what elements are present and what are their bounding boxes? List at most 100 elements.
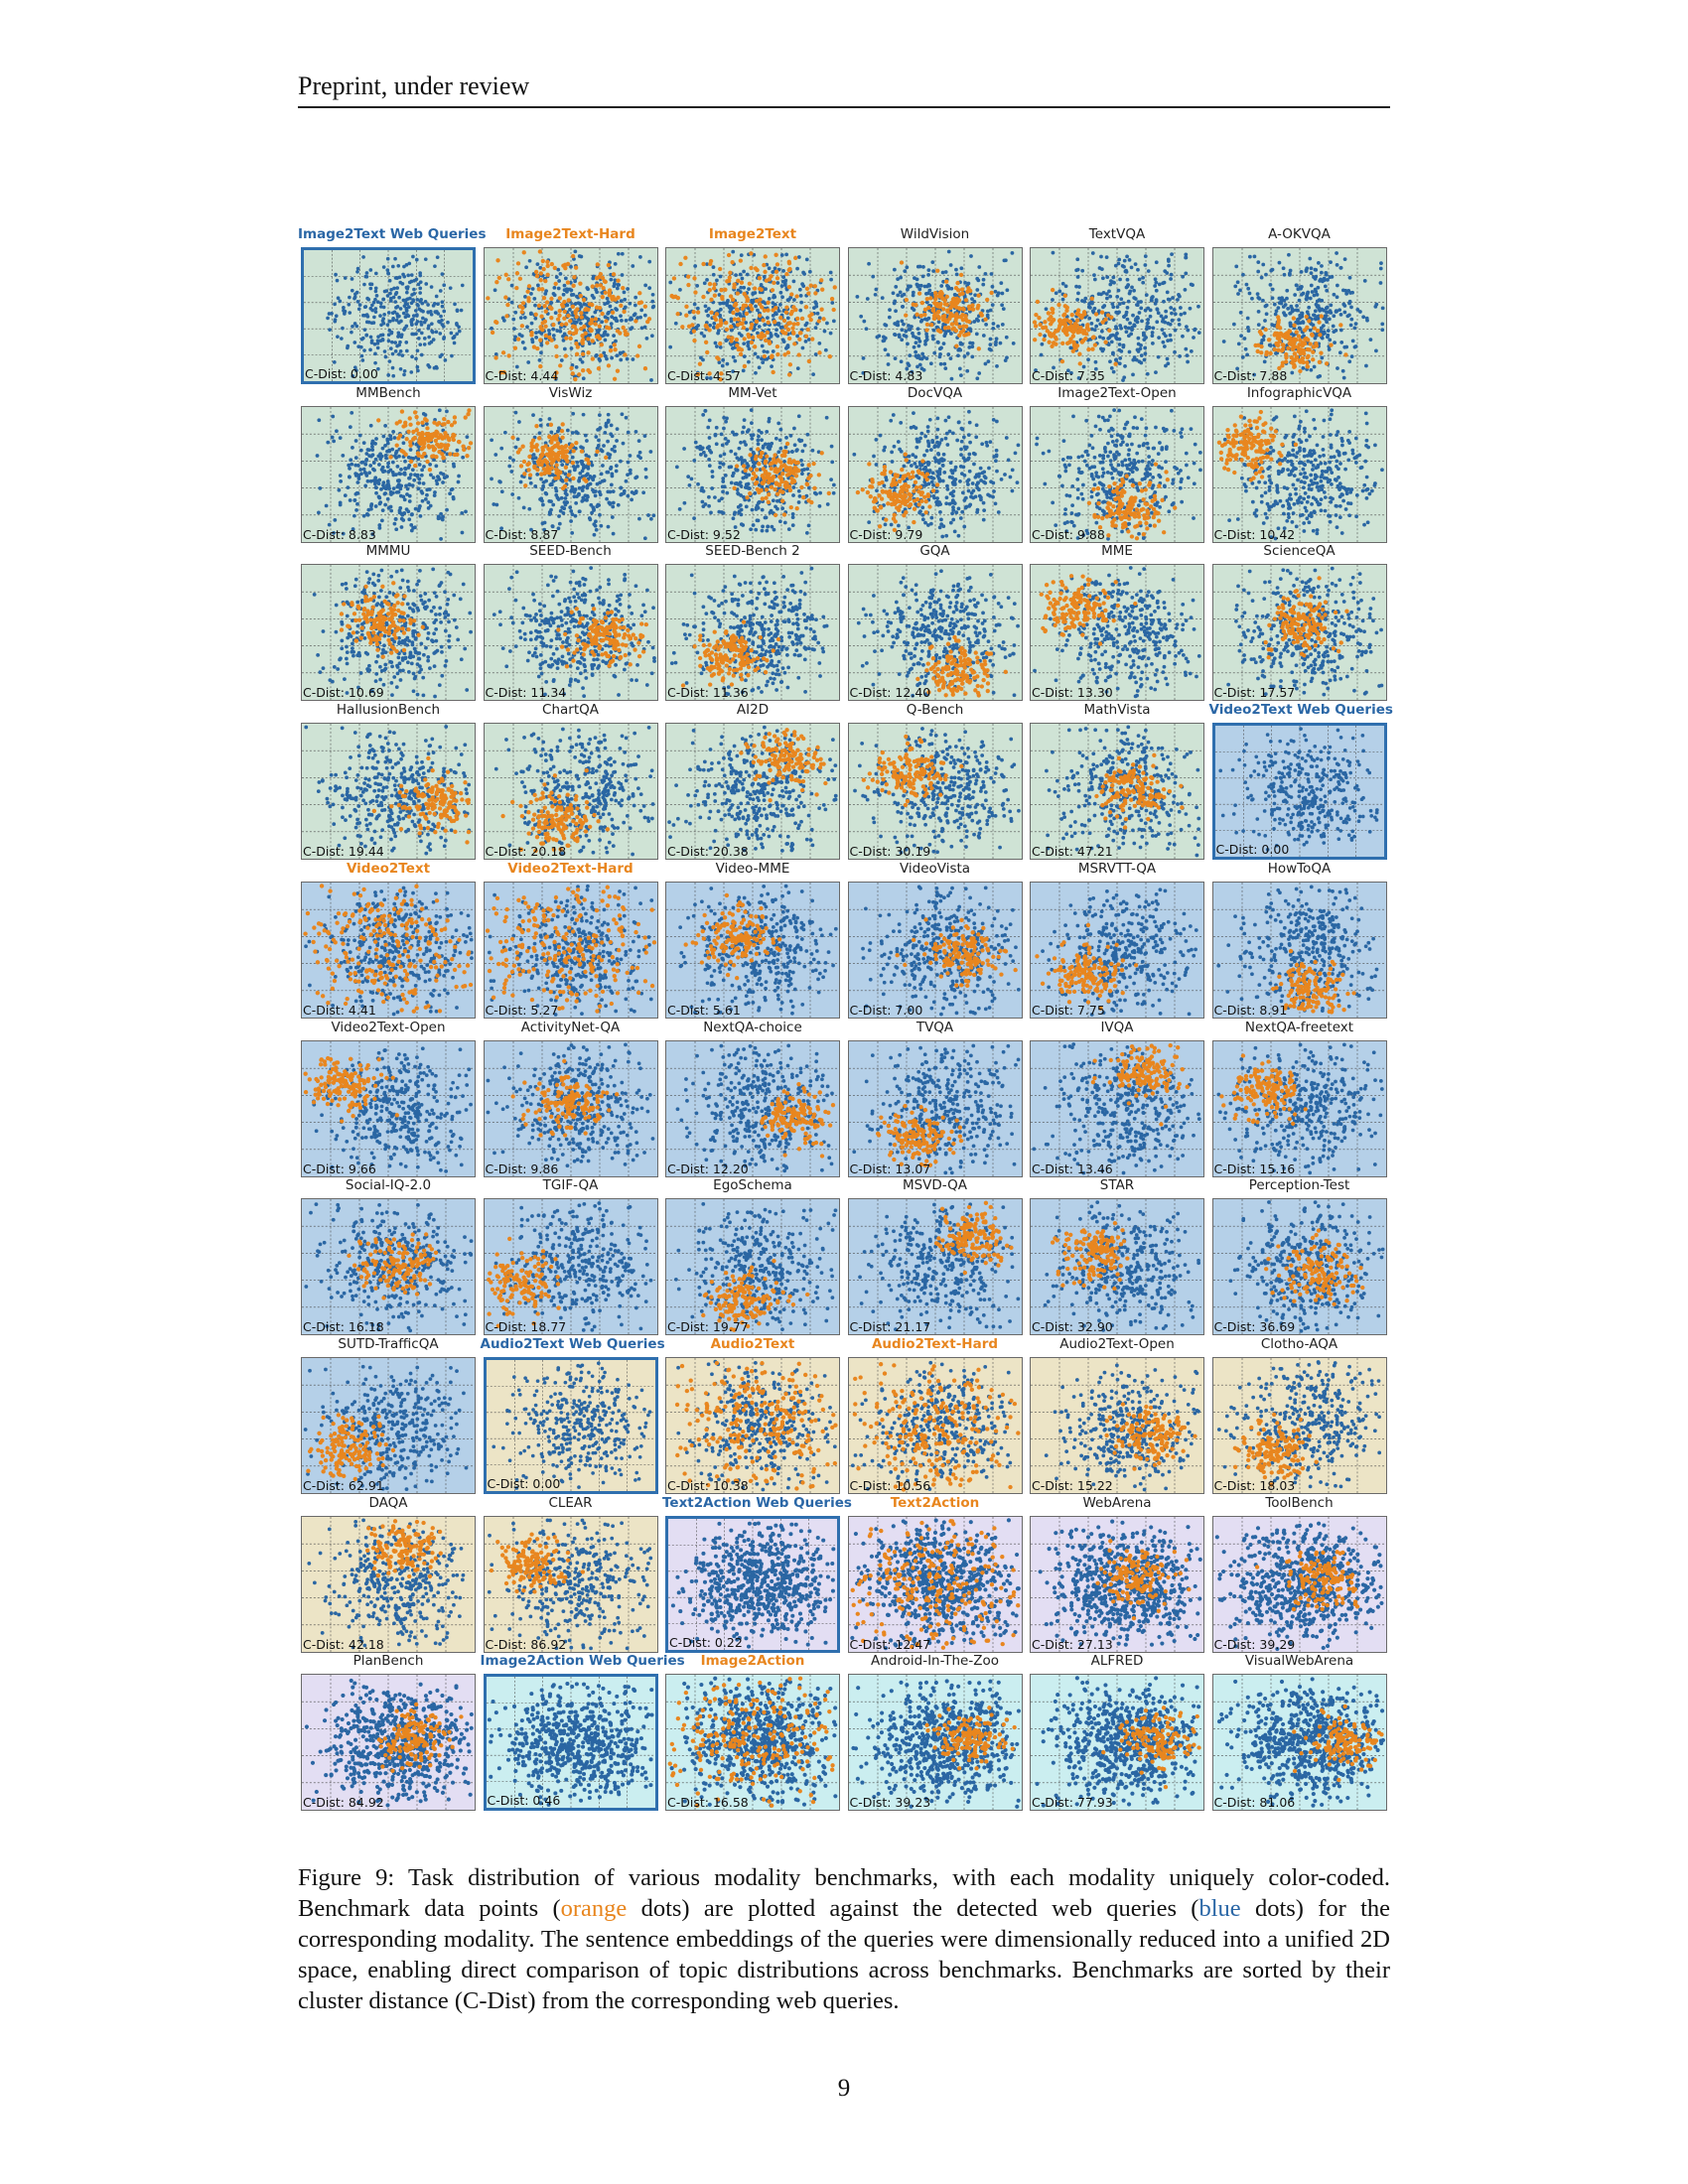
benchmark-dots — [1094, 752, 1185, 830]
panel-title: DAQA — [298, 1495, 479, 1511]
panel: Image2Text Web Queries C-Dist: 0.00 — [298, 226, 487, 385]
benchmark-dots — [485, 249, 651, 382]
panel: Text2Action Web Queries C-Dist: 0.22 — [662, 1495, 852, 1654]
cdist-label: C-Dist: 16.58 — [667, 1795, 749, 1810]
panel: GQA C-Dist: 12.40 — [845, 543, 1026, 702]
panel: Image2Action C-Dist: 16.58 — [662, 1653, 843, 1812]
scatter-canvas — [848, 248, 1022, 383]
cdist-label: C-Dist: 10.69 — [303, 685, 384, 700]
scatter-plot: C-Dist: 18.77 — [483, 1198, 658, 1336]
panel-title: HowToQA — [1209, 861, 1390, 877]
web-query-dots — [1215, 885, 1378, 1013]
panel-title: Image2Text — [662, 226, 843, 242]
scatter-canvas — [484, 882, 657, 1018]
scatter-plot: C-Dist: 10.38 — [665, 1356, 840, 1494]
benchmark-dots — [486, 1236, 561, 1328]
scatter-canvas — [302, 406, 475, 542]
cdist-label: C-Dist: 4.44 — [486, 368, 559, 383]
cdist-label: C-Dist: 84.92 — [303, 1795, 384, 1810]
benchmark-dots — [760, 1081, 836, 1159]
scatter-plot: C-Dist: 47.21 — [1030, 723, 1204, 861]
web-query-dots — [315, 408, 470, 541]
cdist-label: C-Dist: 0.22 — [669, 1635, 743, 1650]
scatter-canvas — [666, 882, 839, 1018]
panel-title: Text2Action — [845, 1495, 1026, 1511]
panel-title: Social-IQ-2.0 — [298, 1177, 479, 1193]
caption-blue-word: blue — [1198, 1895, 1240, 1922]
scatter-plot: C-Dist: 4.57 — [665, 247, 840, 384]
web-query-dots — [674, 407, 836, 535]
web-query-dots — [667, 725, 838, 853]
scatter-canvas — [302, 1040, 475, 1176]
panel: VideoVista C-Dist: 7.00 — [845, 861, 1026, 1020]
benchmark-dots — [499, 768, 610, 854]
cdist-label: C-Dist: 13.30 — [1032, 685, 1113, 700]
panel-title: Perception-Test — [1209, 1177, 1390, 1193]
benchmark-dots — [1101, 1706, 1201, 1790]
scatter-canvas — [302, 882, 475, 1018]
web-query-dots — [1222, 408, 1384, 541]
cdist-label: C-Dist: 0.00 — [488, 1476, 561, 1491]
web-query-dots — [851, 1043, 1020, 1174]
scatter-plot: C-Dist: 19.77 — [665, 1198, 840, 1336]
panel: HowToQA C-Dist: 8.91 — [1209, 861, 1390, 1020]
scatter-canvas — [1031, 1199, 1203, 1335]
benchmark-dots — [303, 884, 474, 1014]
web-query-dots — [1038, 1519, 1202, 1647]
benchmark-dots — [1270, 948, 1356, 1015]
benchmark-dots — [1232, 1412, 1319, 1487]
web-query-dots — [1217, 727, 1379, 852]
cdist-label: C-Dist: 20.18 — [486, 844, 567, 859]
scatter-plot: C-Dist: 11.36 — [665, 564, 840, 702]
cdist-label: C-Dist: 7.35 — [1032, 368, 1105, 383]
scatter-canvas — [302, 724, 475, 860]
cdist-label: C-Dist: 20.38 — [667, 844, 749, 859]
scatter-plot: C-Dist: 39.23 — [847, 1674, 1023, 1812]
panel-title: SEED-Bench 2 — [662, 543, 843, 559]
panel: Audio2Text-Hard C-Dist: 10.56 — [845, 1336, 1026, 1495]
panel-title: Audio2Text-Hard — [845, 1336, 1026, 1352]
scatter-canvas — [1212, 248, 1386, 383]
panel-title: IVQA — [1027, 1020, 1207, 1035]
benchmark-dots — [923, 1706, 1017, 1771]
web-query-dots — [674, 1202, 838, 1332]
scatter-plot: C-Dist: 13.07 — [847, 1039, 1023, 1177]
scatter-plot: C-Dist: 10.69 — [301, 564, 476, 702]
cdist-label: C-Dist: 30.19 — [850, 844, 931, 859]
cdist-label: C-Dist: 12.20 — [667, 1161, 749, 1176]
panel-title: MME — [1027, 543, 1207, 559]
scatter-plot: C-Dist: 9.86 — [483, 1039, 658, 1177]
cdist-label: C-Dist: 32.90 — [1032, 1319, 1113, 1334]
panel-title: NextQA-choice — [662, 1020, 843, 1035]
cdist-label: C-Dist: 13.46 — [1032, 1161, 1113, 1176]
panel-title: ToolBench — [1209, 1495, 1390, 1511]
scatter-canvas — [484, 565, 657, 701]
benchmark-dots — [509, 421, 608, 490]
cdist-label: C-Dist: 8.87 — [486, 527, 559, 542]
scatter-canvas — [666, 406, 839, 542]
scatter-plot: C-Dist: 4.41 — [301, 881, 476, 1019]
scatter-canvas — [1212, 882, 1386, 1018]
scatter-plot: C-Dist: 9.79 — [847, 405, 1023, 543]
scatter-canvas — [484, 724, 657, 860]
panel: CLEAR C-Dist: 86.92 — [481, 1495, 661, 1654]
cdist-label: C-Dist: 15.16 — [1214, 1161, 1296, 1176]
cdist-label: C-Dist: 11.36 — [667, 685, 749, 700]
cdist-label: C-Dist: 77.93 — [1032, 1795, 1113, 1810]
panel-title: Clotho-AQA — [1209, 1336, 1390, 1352]
benchmark-dots — [1039, 574, 1138, 646]
cdist-label: C-Dist: 0.46 — [488, 1793, 561, 1808]
panel-title: MathVista — [1027, 702, 1207, 718]
web-query-dots — [1035, 407, 1202, 541]
header-rule — [298, 106, 1390, 108]
web-query-dots — [326, 254, 465, 378]
benchmark-dots — [347, 1232, 439, 1300]
panel: Social-IQ-2.0 C-Dist: 16.18 — [298, 1177, 479, 1336]
panel: Audio2Text C-Dist: 10.38 — [662, 1336, 843, 1495]
panel-title: WebArena — [1027, 1495, 1207, 1511]
cdist-label: C-Dist: 7.75 — [1032, 1003, 1105, 1018]
web-query-dots — [670, 1521, 836, 1649]
web-query-dots — [678, 884, 838, 1016]
benchmark-dots — [371, 755, 472, 845]
cdist-label: C-Dist: 4.57 — [667, 368, 741, 383]
